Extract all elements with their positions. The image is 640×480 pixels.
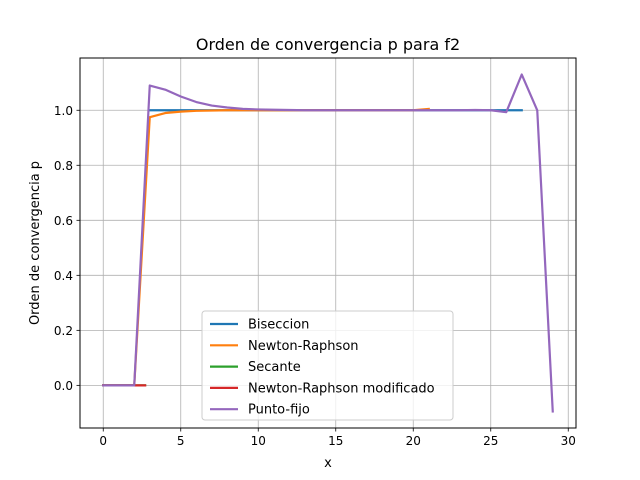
x-tick-label: 10: [251, 434, 266, 448]
grid: [80, 58, 576, 428]
axis-ticks: 0 5 10 15 20 25 30 0.0 0.2 0.4 0.6 0.8 1.0: [54, 104, 576, 448]
plot-frame: [79, 57, 577, 429]
legend-label: Biseccion: [248, 318, 309, 333]
y-tick-label: 0.8: [54, 159, 73, 173]
y-tick-label: 0.4: [54, 269, 73, 283]
x-tick-label: 30: [561, 434, 576, 448]
x-tick-label: 0: [99, 434, 107, 448]
chart-title: Orden de convergencia p para f2: [196, 35, 460, 54]
legend-label: Newton-Raphson modificado: [248, 381, 435, 396]
legend-box: [201, 310, 454, 421]
y-tick-label: 0.0: [54, 379, 73, 393]
y-tick-label: 0.6: [54, 214, 73, 228]
legend: Biseccion Newton-Raphson Secante Newton-Rap…: [201, 310, 454, 421]
y-tick-label: 1.0: [54, 104, 73, 118]
legend-label: Newton-Raphson: [248, 339, 359, 354]
x-tick-label: 5: [177, 434, 185, 448]
legend-label: Punto-fijo: [248, 403, 310, 418]
y-tick-label: 0.2: [54, 324, 73, 338]
series-lines: [102, 73, 554, 413]
legend-label: Secante: [248, 360, 301, 375]
y-axis-label: Orden de convergencia p: [28, 161, 43, 325]
series-line-punto-fijo: [102, 73, 554, 413]
x-tick-label: 25: [483, 434, 498, 448]
x-tick-label: 20: [406, 434, 421, 448]
x-tick-label: 15: [328, 434, 343, 448]
x-axis-label: x: [324, 456, 332, 471]
